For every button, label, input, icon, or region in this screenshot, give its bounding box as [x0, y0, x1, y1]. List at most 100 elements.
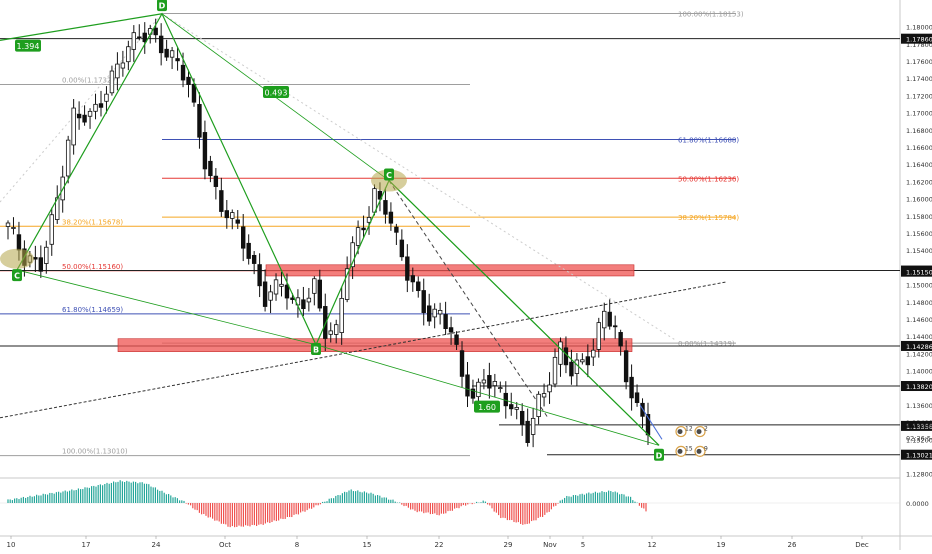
- candle-body[interactable]: [525, 420, 530, 443]
- candle-body[interactable]: [109, 70, 115, 94]
- candle-body[interactable]: [585, 356, 591, 366]
- candle-body[interactable]: [394, 226, 399, 233]
- candle-body[interactable]: [224, 210, 230, 219]
- candle-body[interactable]: [399, 239, 405, 258]
- candle-body[interactable]: [509, 404, 514, 410]
- candle-body[interactable]: [421, 290, 426, 313]
- candle-body[interactable]: [498, 387, 503, 390]
- candle-body[interactable]: [158, 35, 164, 54]
- candle-body[interactable]: [355, 227, 361, 246]
- candle-body[interactable]: [5, 222, 11, 227]
- candle-body[interactable]: [126, 46, 131, 63]
- candle-body[interactable]: [153, 27, 158, 36]
- candle-body[interactable]: [317, 279, 322, 309]
- candle-body[interactable]: [76, 113, 82, 119]
- candle-body[interactable]: [279, 283, 284, 287]
- candle-body[interactable]: [361, 227, 366, 231]
- candle-body[interactable]: [208, 160, 213, 177]
- candle-body[interactable]: [640, 402, 645, 417]
- candle-body[interactable]: [563, 347, 569, 366]
- candle-body[interactable]: [377, 190, 383, 200]
- candle-body[interactable]: [312, 278, 317, 294]
- candle-body[interactable]: [137, 36, 142, 39]
- candle-body[interactable]: [246, 242, 251, 259]
- candle-body[interactable]: [476, 381, 481, 398]
- candle-body[interactable]: [536, 393, 541, 417]
- candle-body[interactable]: [38, 257, 44, 272]
- candle-body[interactable]: [131, 32, 137, 50]
- candle-body[interactable]: [623, 350, 629, 383]
- candle-body[interactable]: [607, 311, 612, 327]
- candle-body[interactable]: [71, 107, 76, 146]
- candle-body[interactable]: [202, 132, 208, 170]
- candle-body[interactable]: [219, 190, 224, 212]
- candle-body[interactable]: [65, 139, 71, 177]
- candle-body[interactable]: [175, 58, 180, 62]
- candle-body[interactable]: [262, 281, 268, 307]
- candle-body[interactable]: [596, 322, 601, 350]
- candle-body[interactable]: [33, 257, 38, 260]
- candle-body[interactable]: [552, 356, 558, 385]
- candle-body[interactable]: [618, 332, 623, 347]
- candle-body[interactable]: [350, 242, 355, 268]
- candle-body[interactable]: [268, 291, 273, 301]
- candle-body[interactable]: [634, 392, 640, 404]
- candle-body[interactable]: [547, 384, 552, 393]
- candle-body[interactable]: [541, 393, 547, 398]
- candle-body[interactable]: [519, 410, 525, 425]
- candle-body[interactable]: [115, 63, 120, 79]
- candle-body[interactable]: [410, 275, 415, 283]
- candle-body[interactable]: [530, 417, 536, 435]
- candle-body[interactable]: [454, 334, 459, 345]
- candle-body[interactable]: [344, 268, 350, 300]
- candle-body[interactable]: [383, 200, 388, 215]
- candle-body[interactable]: [120, 62, 126, 69]
- candle-body[interactable]: [437, 309, 443, 315]
- candle-body[interactable]: [487, 375, 492, 389]
- candle-body[interactable]: [514, 407, 519, 410]
- candle-body[interactable]: [328, 330, 333, 335]
- candle-body[interactable]: [93, 103, 98, 112]
- candle-body[interactable]: [465, 374, 470, 397]
- candle-body[interactable]: [503, 392, 508, 407]
- candle-body[interactable]: [459, 350, 465, 377]
- candle-body[interactable]: [98, 103, 104, 108]
- candle-body[interactable]: [164, 48, 169, 58]
- candle-body[interactable]: [629, 376, 634, 399]
- candle-body[interactable]: [372, 188, 377, 213]
- candle-body[interactable]: [388, 211, 394, 224]
- candle-body[interactable]: [16, 234, 22, 251]
- candle-body[interactable]: [301, 299, 306, 310]
- candle-body[interactable]: [306, 297, 312, 303]
- candle-body[interactable]: [230, 212, 235, 219]
- candle-body[interactable]: [104, 93, 109, 102]
- candle-body[interactable]: [191, 83, 197, 103]
- candle-body[interactable]: [580, 359, 585, 363]
- candle-body[interactable]: [416, 281, 421, 292]
- candle-body[interactable]: [481, 379, 487, 384]
- candle-body[interactable]: [251, 254, 257, 264]
- candle-body[interactable]: [612, 325, 618, 328]
- candle-body[interactable]: [432, 308, 437, 318]
- candle-body[interactable]: [273, 279, 279, 295]
- candle-body[interactable]: [213, 175, 219, 187]
- candle-body[interactable]: [44, 246, 49, 264]
- candle-body[interactable]: [366, 216, 372, 223]
- candle-body[interactable]: [169, 50, 175, 58]
- candle-body[interactable]: [11, 227, 16, 229]
- candle-body[interactable]: [241, 226, 246, 249]
- candle-body[interactable]: [443, 314, 448, 330]
- candle-body[interactable]: [334, 324, 339, 335]
- candle-body[interactable]: [405, 256, 410, 281]
- candle-body[interactable]: [470, 388, 476, 399]
- candle-body[interactable]: [235, 219, 240, 224]
- candle-body[interactable]: [186, 76, 191, 85]
- candle-body[interactable]: [82, 114, 87, 123]
- candles-layer[interactable]: [5, 18, 651, 448]
- candle-body[interactable]: [591, 349, 596, 358]
- candle-body[interactable]: [426, 305, 432, 322]
- candle-body[interactable]: [448, 327, 454, 333]
- candle-body[interactable]: [180, 64, 186, 81]
- candle-body[interactable]: [492, 381, 498, 387]
- candle-body[interactable]: [87, 110, 93, 117]
